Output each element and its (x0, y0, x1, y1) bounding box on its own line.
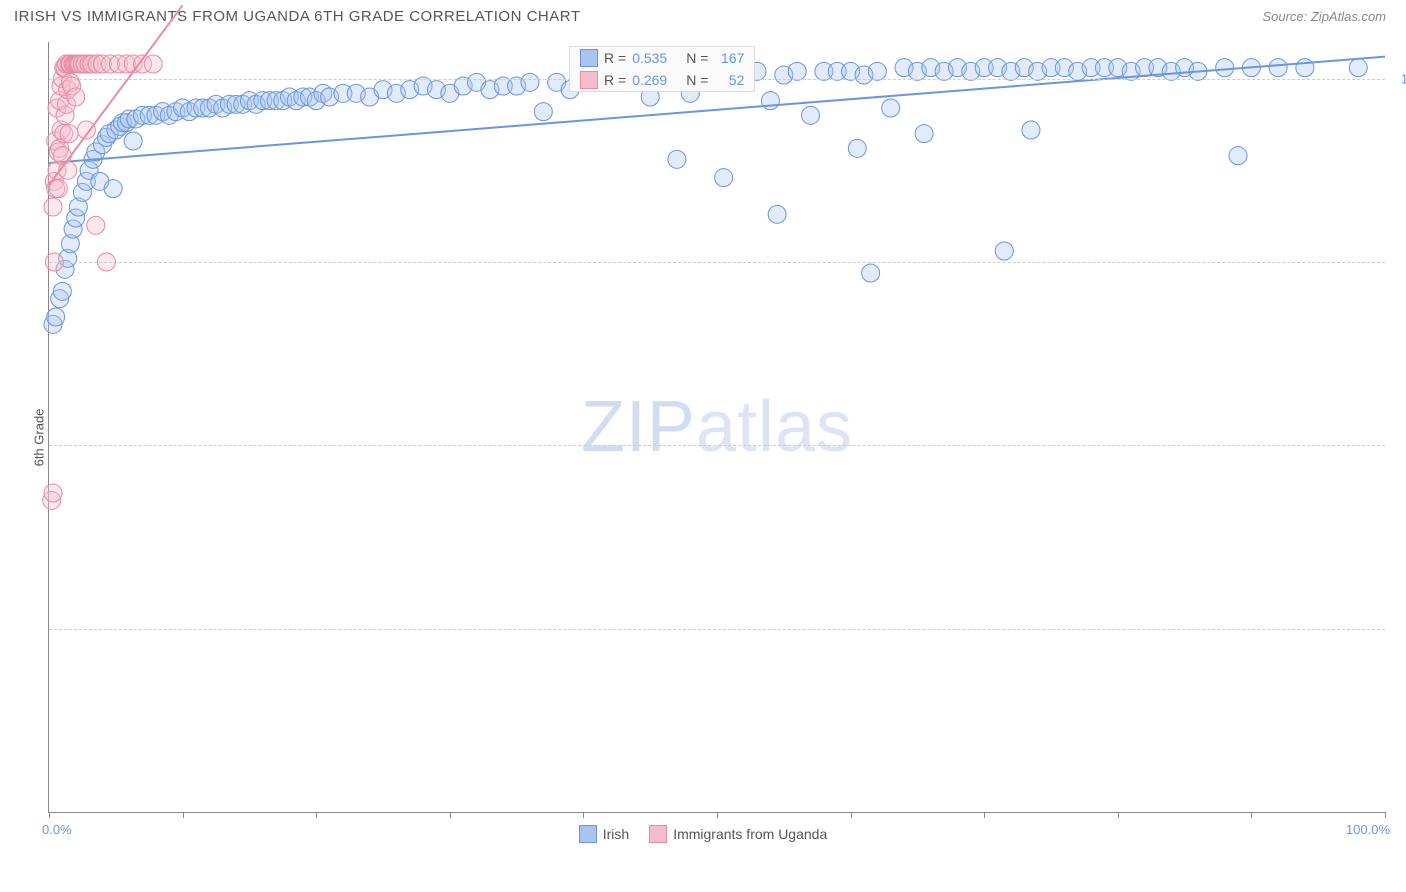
data-point (862, 264, 880, 282)
x-tick (717, 812, 718, 818)
data-point (521, 73, 539, 91)
data-point (67, 88, 85, 106)
x-tick (316, 812, 317, 818)
series-legend: Irish Immigrants from Uganda (0, 825, 1406, 846)
data-point (668, 150, 686, 168)
x-tick (183, 812, 184, 818)
data-point (802, 106, 820, 124)
data-point (915, 125, 933, 143)
y-axis-title: 6th Grade (31, 409, 46, 467)
source-label: Source: ZipAtlas.com (1262, 9, 1386, 24)
legend-swatch (580, 71, 598, 89)
legend-row: R = 0.535N = 167 (570, 47, 754, 69)
data-point (87, 216, 105, 234)
data-point (1349, 59, 1367, 77)
data-point (768, 205, 786, 223)
gridline (49, 629, 1385, 630)
data-point (1269, 59, 1287, 77)
legend-item: Irish (579, 825, 629, 843)
legend-swatch (649, 825, 667, 843)
data-point (848, 139, 866, 157)
scatter-svg (49, 42, 1385, 812)
legend-swatch (580, 49, 598, 67)
data-point (124, 132, 142, 150)
chart-plot-area: ZIPatlas R = 0.535N = 167R = 0.269N = 52… (48, 42, 1385, 813)
legend-item: Immigrants from Uganda (649, 825, 827, 843)
gridline (49, 445, 1385, 446)
x-tick (583, 812, 584, 818)
data-point (44, 484, 62, 502)
x-tick (1385, 812, 1386, 818)
y-tick-label: 85.0% (1390, 621, 1406, 636)
y-tick-label: 100.0% (1390, 71, 1406, 86)
chart-title: IRISH VS IMMIGRANTS FROM UGANDA 6TH GRAD… (14, 8, 581, 25)
x-tick (1251, 812, 1252, 818)
x-tick (851, 812, 852, 818)
data-point (868, 62, 886, 80)
data-point (53, 282, 71, 300)
legend-row: R = 0.269N = 52 (570, 69, 754, 91)
y-tick-label: 90.0% (1390, 438, 1406, 453)
data-point (995, 242, 1013, 260)
data-point (59, 161, 77, 179)
x-tick (49, 812, 50, 818)
x-tick (984, 812, 985, 818)
correlation-legend: R = 0.535N = 167R = 0.269N = 52 (569, 46, 755, 92)
y-tick-label: 95.0% (1390, 255, 1406, 270)
data-point (44, 198, 62, 216)
legend-swatch (579, 825, 597, 843)
data-point (882, 99, 900, 117)
x-tick (1118, 812, 1119, 818)
data-point (47, 308, 65, 326)
data-point (1216, 59, 1234, 77)
x-tick (450, 812, 451, 818)
data-point (534, 103, 552, 121)
data-point (715, 169, 733, 187)
data-point (788, 62, 806, 80)
data-point (1296, 59, 1314, 77)
data-point (60, 125, 78, 143)
data-point (104, 180, 122, 198)
data-point (1229, 147, 1247, 165)
data-point (1022, 121, 1040, 139)
data-point (144, 55, 162, 73)
gridline (49, 262, 1385, 263)
